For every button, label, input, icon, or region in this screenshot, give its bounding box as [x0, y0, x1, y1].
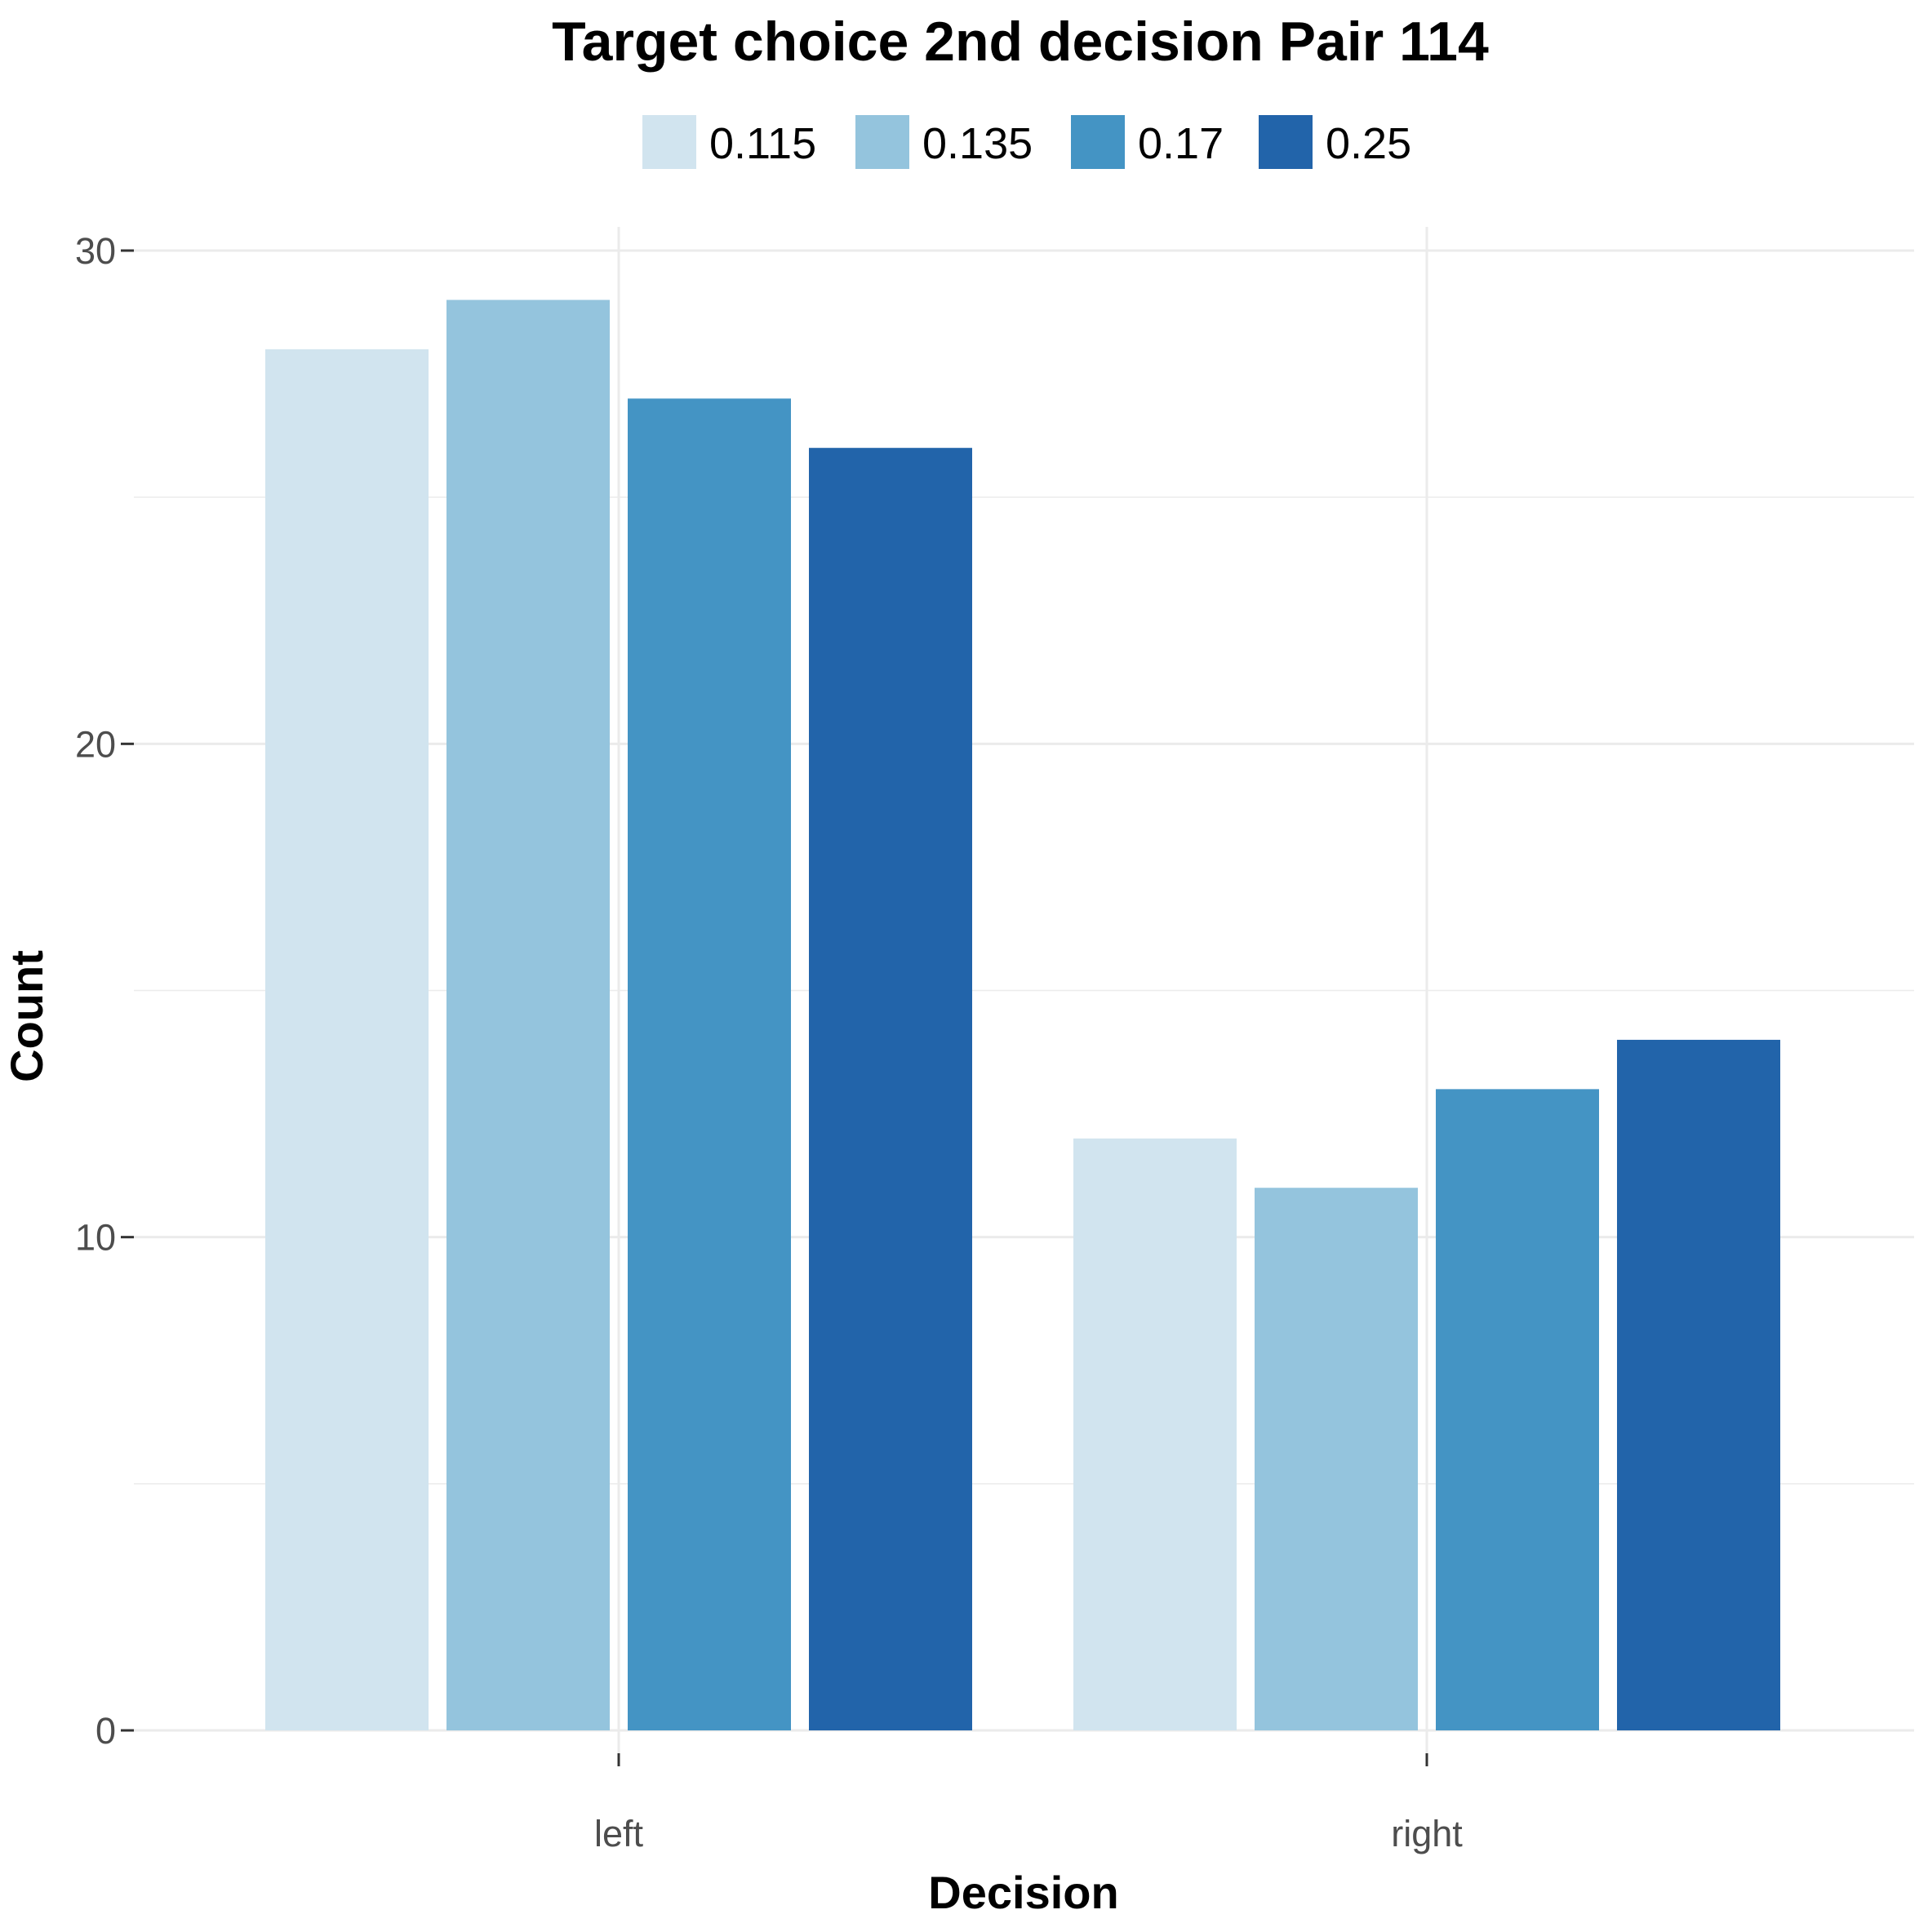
- chart-title: Target choice 2nd decision Pair 114: [552, 11, 1489, 73]
- axes: 0 10 20 30 left right: [75, 230, 1463, 1854]
- x-tick-label-right: right: [1391, 1813, 1463, 1854]
- y-tick-label: 30: [75, 230, 116, 272]
- y-tick-label: 10: [75, 1217, 116, 1259]
- bar-left-0.115: [265, 349, 429, 1730]
- y-axis-title: Count: [1, 950, 52, 1082]
- bar-left-0.17: [628, 398, 791, 1730]
- bars: [265, 300, 1780, 1730]
- legend-key: [855, 115, 909, 169]
- legend-label: 0.115: [709, 119, 816, 168]
- bar-right-0.135: [1255, 1188, 1418, 1730]
- bar-left-0.25: [809, 447, 972, 1730]
- x-axis-title: Decision: [928, 1867, 1118, 1918]
- legend-item-0.135: 0.135: [855, 115, 1033, 169]
- grid: [134, 227, 1914, 1753]
- legend-label: 0.25: [1326, 119, 1411, 168]
- legend-key: [642, 115, 696, 169]
- y-tick-label: 20: [75, 723, 116, 765]
- legend-item-0.17: 0.17: [1071, 115, 1224, 169]
- bar-right-0.17: [1436, 1089, 1599, 1730]
- legend-label: 0.17: [1138, 119, 1224, 168]
- x-tick-label-left: left: [594, 1813, 644, 1854]
- legend-label: 0.135: [922, 119, 1033, 168]
- bar-right-0.115: [1073, 1138, 1237, 1730]
- legend-item-0.25: 0.25: [1259, 115, 1411, 169]
- bar-left-0.135: [446, 300, 610, 1730]
- bar-right-0.25: [1617, 1039, 1780, 1730]
- legend-key: [1071, 115, 1125, 169]
- legend-key: [1259, 115, 1313, 169]
- legend: 0.115 0.135 0.17 0.25: [642, 115, 1411, 169]
- legend-item-0.115: 0.115: [642, 115, 816, 169]
- y-tick-label: 0: [96, 1710, 116, 1752]
